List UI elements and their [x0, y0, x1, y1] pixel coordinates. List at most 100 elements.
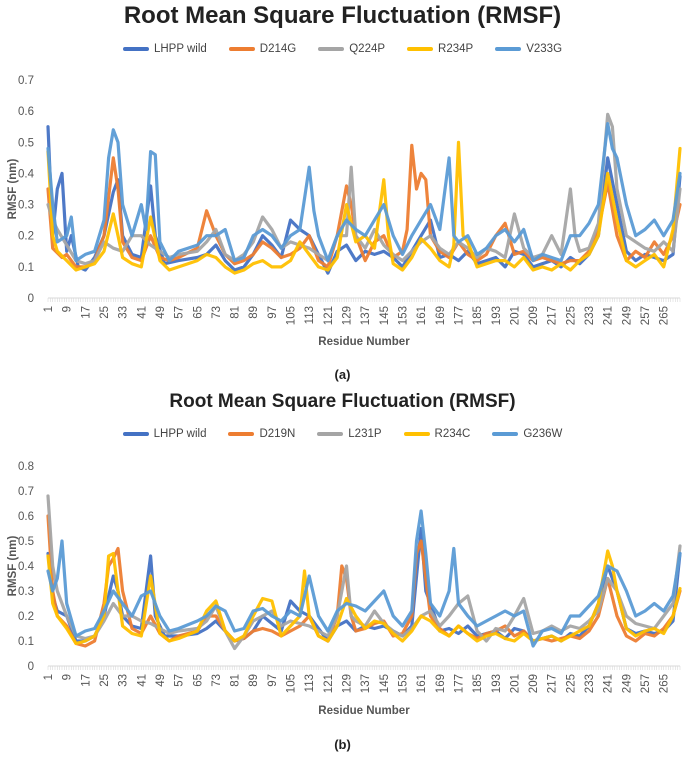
legend-swatch	[403, 432, 430, 436]
y-tick-label: 0	[28, 293, 34, 305]
legend-swatch	[228, 47, 255, 51]
series-line-g236w	[46, 509, 682, 648]
series-line-q224p	[46, 112, 682, 266]
y-tick-label: 0.4	[18, 168, 35, 180]
x-tick-label: 89	[248, 674, 260, 687]
x-tick-label: 49	[155, 306, 167, 319]
x-tick-label: 81	[230, 674, 242, 687]
x-tick-label: 113	[304, 306, 316, 324]
x-tick-label: 209	[528, 306, 540, 325]
y-tick-label: 0	[28, 661, 34, 673]
x-tick-label: 225	[565, 674, 577, 693]
legend-swatch	[122, 432, 149, 436]
x-tick-label: 233	[584, 674, 596, 693]
y-axis-title: RMSF (nm)	[7, 535, 19, 596]
x-tick-label: 153	[397, 674, 409, 693]
chart-b-legend: LHPP wild D219N L231P R234C G236W	[0, 428, 685, 440]
legend-label: R234P	[438, 43, 474, 55]
x-tick-label: 209	[528, 674, 540, 693]
x-tick-label: 25	[99, 674, 111, 687]
x-tick-label: 57	[174, 674, 186, 687]
series-line-v233g	[46, 121, 682, 263]
x-tick-label: 193	[491, 674, 503, 693]
x-axis-ticks	[47, 666, 681, 670]
x-tick-label: 41	[136, 674, 148, 687]
chart-a: Root Mean Square Fluctuation (RMSF) LHPP…	[0, 0, 685, 382]
x-tick-label: 17	[80, 306, 92, 319]
legend-item: G236W	[492, 428, 562, 440]
x-tick-label: 201	[509, 674, 521, 693]
x-tick-label: 169	[435, 674, 447, 693]
legend-label: R234C	[434, 428, 471, 440]
x-tick-label: 153	[397, 306, 409, 325]
legend-swatch	[407, 47, 434, 51]
legend-swatch	[317, 432, 344, 436]
y-tick-label: 0.5	[18, 137, 34, 149]
x-tick-label: 105	[286, 306, 298, 325]
x-tick-label: 17	[80, 674, 92, 687]
x-tick-label: 217	[547, 306, 559, 325]
legend-label: D214G	[259, 43, 297, 55]
x-tick-label: 257	[640, 674, 652, 693]
x-axis-ticks	[47, 298, 681, 302]
legend-item: L231P	[317, 428, 382, 440]
legend-swatch	[495, 47, 522, 51]
x-tick-label: 177	[453, 306, 465, 325]
y-tick-label: 0.1	[18, 262, 34, 274]
y-tick-label: 0.5	[18, 536, 34, 548]
x-tick-label: 73	[211, 674, 223, 687]
x-tick-label: 225	[565, 306, 577, 325]
legend-swatch	[492, 432, 519, 436]
chart-a-legend: LHPP wild D214G Q224P R234P V233G	[0, 43, 685, 55]
y-tick-label: 0.6	[18, 511, 34, 523]
chart-b: Root Mean Square Fluctuation (RMSF) LHPP…	[0, 388, 685, 762]
x-tick-label: 57	[174, 306, 186, 319]
x-tick-label: 241	[603, 674, 615, 693]
x-tick-label: 33	[118, 306, 130, 319]
y-tick-label: 0.6	[18, 106, 34, 118]
chart-a-caption: (a)	[334, 367, 351, 382]
x-tick-label: 73	[211, 306, 223, 319]
y-tick-label: 0.3	[18, 200, 34, 212]
y-tick-label: 0.2	[18, 611, 34, 623]
legend-item: V233G	[495, 43, 562, 55]
x-tick-label: 185	[472, 674, 484, 693]
x-tick-label: 161	[416, 306, 428, 325]
x-tick-label: 129	[342, 674, 354, 693]
x-tick-label: 233	[584, 306, 596, 325]
series-line-r234p	[46, 140, 682, 275]
x-tick-label: 265	[659, 674, 671, 693]
x-tick-label: 25	[99, 306, 111, 319]
x-tick-label: 121	[323, 306, 335, 325]
x-tick-label: 161	[416, 674, 428, 693]
x-tick-label: 129	[342, 306, 354, 325]
x-tick-label: 145	[379, 674, 391, 693]
x-tick-label: 265	[659, 306, 671, 325]
x-tick-label: 97	[267, 674, 279, 687]
y-tick-label: 0.7	[18, 75, 34, 87]
x-tick-label: 105	[286, 674, 298, 693]
legend-swatch	[318, 47, 345, 51]
x-tick-label: 137	[360, 674, 372, 693]
chart-b-title: Root Mean Square Fluctuation (RMSF)	[169, 391, 516, 412]
x-tick-label: 65	[192, 306, 204, 319]
x-tick-label: 81	[230, 306, 242, 319]
x-tick-label: 33	[118, 674, 130, 687]
x-tick-label: 145	[379, 306, 391, 325]
legend-label: D219N	[259, 428, 296, 440]
y-tick-label: 0.2	[18, 231, 34, 243]
x-tick-label: 201	[509, 306, 521, 325]
x-tick-label: 177	[453, 674, 465, 693]
legend-item: R234C	[403, 428, 471, 440]
legend-label: L231P	[348, 428, 382, 440]
legend-label: G236W	[523, 428, 563, 440]
x-tick-label: 137	[360, 306, 372, 325]
x-tick-label: 89	[248, 306, 260, 319]
chart-a-plot: 0 0.1 0.2 0.3 0.4 0.5 0.6 0.7 1 9 17 25 33 41 49 57 65 73…	[7, 75, 682, 348]
legend-label: Q224P	[349, 43, 386, 55]
x-tick-label: 97	[267, 306, 279, 319]
x-tick-label: 121	[323, 674, 335, 693]
legend-item: D219N	[228, 428, 295, 440]
x-tick-label: 49	[155, 674, 167, 687]
legend-item: LHPP wild	[122, 43, 207, 55]
